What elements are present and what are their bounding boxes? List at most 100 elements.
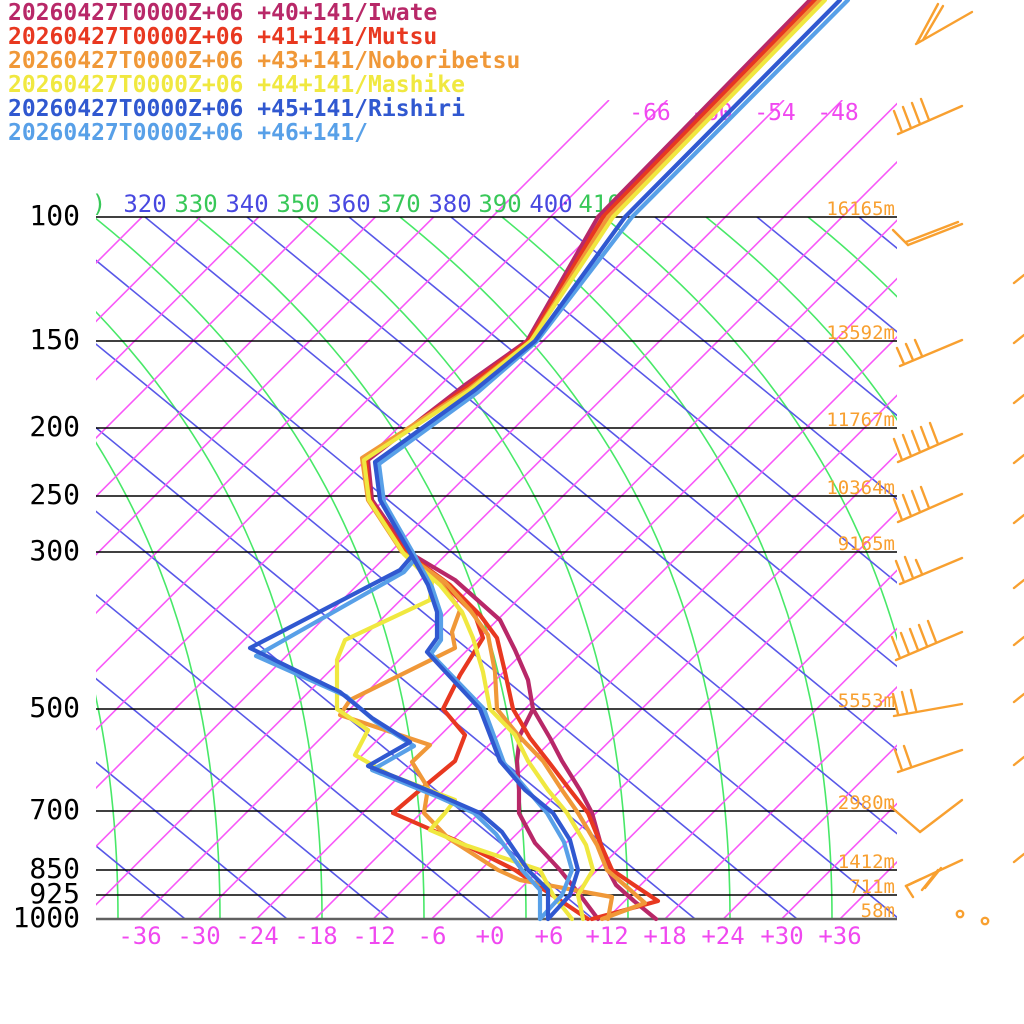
isotherm-stub-line xyxy=(607,100,727,217)
isotherm-line xyxy=(547,569,897,919)
temp-label-+12: +12 xyxy=(585,922,628,950)
temp-label-+36: +36 xyxy=(818,922,861,950)
isotherm-line xyxy=(96,217,435,556)
edge-wind-barb-fragment-icon xyxy=(1012,692,1024,704)
barb-250hPa-icon xyxy=(892,485,964,524)
isotherm-line xyxy=(96,217,551,673)
isotherm-line xyxy=(96,217,668,790)
pressure-label-700: 700 xyxy=(29,793,80,826)
altitude-label-711m: 711m xyxy=(849,876,895,898)
isotherm-line xyxy=(664,685,897,919)
background-grid xyxy=(0,217,1024,919)
barb-100hPa-icon xyxy=(891,220,964,247)
altitude-label-9165m: 9165m xyxy=(838,533,895,555)
trace-rishiri-temperature xyxy=(372,0,843,922)
isotherm-line xyxy=(96,217,376,498)
isotherm-line xyxy=(96,217,318,440)
trace-mashike-dewpoint xyxy=(334,551,575,922)
legend-entry-46-141: 20260427T0000Z+06 +46+141/ xyxy=(8,120,369,146)
trace-+46+141-temperature xyxy=(376,0,851,922)
isotherm-line xyxy=(489,510,897,919)
trace-noboribetsu-dewpoint xyxy=(337,549,615,922)
station-trace-+46+141 xyxy=(253,0,851,922)
temp-label--36: -36 xyxy=(118,922,161,950)
isotherm-line xyxy=(96,217,610,731)
theta-label-340: 340 xyxy=(225,190,268,218)
moist-adiabat-line xyxy=(603,217,897,642)
temp-label--6: -6 xyxy=(418,922,447,950)
calm-wind-circle-icon xyxy=(980,916,990,926)
edge-wind-barb-fragment-icon xyxy=(1012,333,1024,345)
isotherm-line xyxy=(431,452,897,919)
legend-entry-rishiri: 20260427T0000Z+06 +45+141/Rishiri xyxy=(8,96,465,122)
dry-adiabat-line xyxy=(144,217,897,835)
barb-300hPa-icon xyxy=(894,555,964,586)
moist-adiabat-line xyxy=(297,217,629,919)
dry-adiabat-line xyxy=(96,259,897,919)
sounding-legend: 20260427T0000Z+06 +40+141/Iwate 20260427… xyxy=(8,1,520,145)
pressure-label-100: 100 xyxy=(29,199,80,232)
barb-150hPa-icon xyxy=(895,338,964,368)
altitude-label-5553m: 5553m xyxy=(838,690,895,712)
barb-top-flag-icon xyxy=(914,2,974,46)
pressure-label-250: 250 xyxy=(29,478,80,511)
temp-label-+30: +30 xyxy=(760,922,803,950)
calm-wind-circle-icon xyxy=(955,909,965,919)
moist-adiabat-line xyxy=(910,217,1024,919)
trace-mashike-temperature xyxy=(361,0,828,922)
isotherm-line xyxy=(372,394,897,919)
barb-200hPa-icon xyxy=(892,421,964,464)
dry-adiabat-line xyxy=(450,217,897,584)
pressure-label-850: 850 xyxy=(29,852,80,885)
temp-label--18: -18 xyxy=(294,922,337,950)
edge-wind-barb-fragment-icon xyxy=(1012,453,1024,465)
isotherm-line xyxy=(96,217,260,381)
dry-adiabat-line xyxy=(96,343,798,919)
legend-entry-iwate: 20260427T0000Z+06 +40+141/Iwate xyxy=(8,0,438,26)
altitude-label-16165m: 16165m xyxy=(826,198,895,220)
moist-adiabat-line xyxy=(96,217,425,919)
barb-600-icon xyxy=(893,744,964,774)
theta-label-320: 320 xyxy=(123,190,166,218)
temp-label--24: -24 xyxy=(235,922,278,950)
barb-120-icon xyxy=(892,97,964,136)
dry-adiabat-line xyxy=(961,217,1024,919)
barb-850hPa-icon xyxy=(904,858,964,899)
theta-label-370: 370 xyxy=(377,190,420,218)
isotherm-line xyxy=(139,217,843,919)
dry-adiabat-line xyxy=(96,844,186,919)
edge-wind-barb-fragment-icon xyxy=(1012,273,1024,285)
theta-label-350: 350 xyxy=(276,190,319,218)
barb-500hPa-icon xyxy=(891,688,964,718)
edge-wind-barb-fragment-icon xyxy=(1012,393,1024,405)
moist-adiabat-line xyxy=(96,441,221,919)
altitude-label-10364m: 10364m xyxy=(826,477,895,499)
edge-wind-barb-fragment-icon xyxy=(1012,755,1024,767)
isotherm-line xyxy=(0,217,25,919)
edge-wind-barb-fragment-icon xyxy=(1012,635,1024,647)
pressure-label-200: 200 xyxy=(29,410,80,443)
legend-entry-mutsu: 20260427T0000Z+06 +41+141/Mutsu xyxy=(8,24,438,50)
legend-entry-mashike: 20260427T0000Z+06 +44+141/Mashike xyxy=(8,72,465,98)
trace-+46+141-dewpoint xyxy=(253,555,543,922)
altitude-label-13592m: 13592m xyxy=(826,322,895,344)
temp-label-+6: +6 xyxy=(535,922,564,950)
wind-barb-column xyxy=(888,2,1024,926)
dry-adiabat-line xyxy=(246,217,897,752)
upper-temp-label--54: -54 xyxy=(754,100,796,126)
isotherm-line xyxy=(314,335,897,919)
altitude-label-1412m: 1412m xyxy=(838,851,895,873)
legend-entry-noboribetsu: 20260427T0000Z+06 +43+141/Noboribetsu xyxy=(8,48,521,74)
isotherm-line xyxy=(781,802,897,919)
altitude-label-11767m: 11767m xyxy=(826,409,895,431)
isotherm-line xyxy=(96,217,493,615)
altitude-label-2980m: 2980m xyxy=(838,792,895,814)
dry-adiabat-line xyxy=(552,217,897,501)
upper-temp-label--48: -48 xyxy=(817,100,859,126)
theta-label-360: 360 xyxy=(327,190,370,218)
dry-adiabat-line xyxy=(96,593,492,919)
theta-label-330: 330 xyxy=(174,190,217,218)
edge-wind-barb-fragment-icon xyxy=(1012,578,1024,590)
moist-adiabat-line xyxy=(399,217,731,919)
pressure-label-500: 500 xyxy=(29,691,80,724)
